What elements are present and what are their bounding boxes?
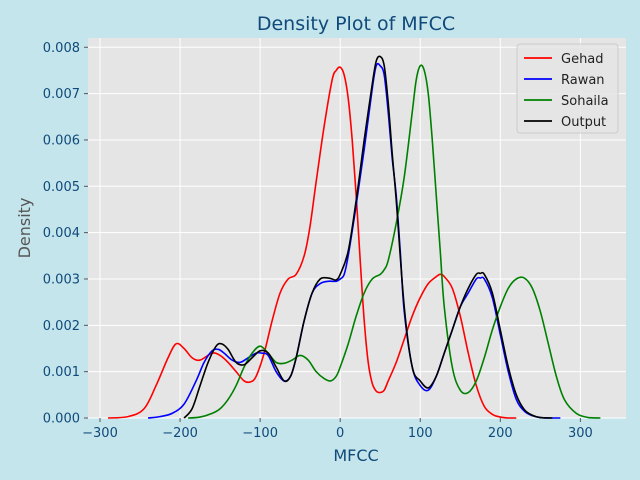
y-axis-ticks: 0.000 0.001 0.002 0.003 0.004 0.005 0.006 0.007… bbox=[43, 41, 88, 427]
chart-title: Density Plot of MFCC bbox=[257, 13, 455, 35]
legend: Gehad Rawan Sohaila Output bbox=[516, 43, 619, 134]
x-tick-label: 100 bbox=[408, 426, 433, 441]
y-tick-label: 0.000 bbox=[43, 412, 80, 427]
legend-label: Gehad bbox=[561, 52, 604, 67]
x-axis-ticks: −300 −200 −100 0 100 200 300 bbox=[82, 418, 593, 441]
x-tick-label: −100 bbox=[242, 426, 278, 441]
series-line-gehad bbox=[107, 66, 517, 419]
y-tick-label: 0.002 bbox=[43, 319, 80, 334]
y-tick-label: 0.008 bbox=[43, 41, 80, 56]
x-tick-label: 300 bbox=[568, 426, 593, 441]
x-tick-label: −300 bbox=[82, 426, 118, 441]
y-tick-label: 0.003 bbox=[43, 272, 80, 287]
y-tick-label: 0.006 bbox=[43, 133, 80, 148]
series-line-output bbox=[183, 55, 553, 419]
legend-box bbox=[516, 43, 619, 134]
series-layer bbox=[107, 55, 601, 419]
x-tick-label: −200 bbox=[162, 426, 198, 441]
y-tick-label: 0.004 bbox=[43, 226, 80, 241]
legend-label: Sohaila bbox=[561, 94, 609, 109]
x-tick-label: 200 bbox=[488, 426, 513, 441]
legend-label: Output bbox=[561, 115, 606, 130]
x-tick-label: 0 bbox=[336, 426, 344, 441]
y-tick-label: 0.001 bbox=[43, 365, 80, 380]
x-axis-label: MFCC bbox=[333, 446, 378, 465]
legend-label: Rawan bbox=[561, 73, 605, 88]
y-axis-label: Density bbox=[15, 198, 34, 259]
y-tick-label: 0.005 bbox=[43, 180, 80, 195]
y-tick-label: 0.007 bbox=[43, 87, 80, 102]
